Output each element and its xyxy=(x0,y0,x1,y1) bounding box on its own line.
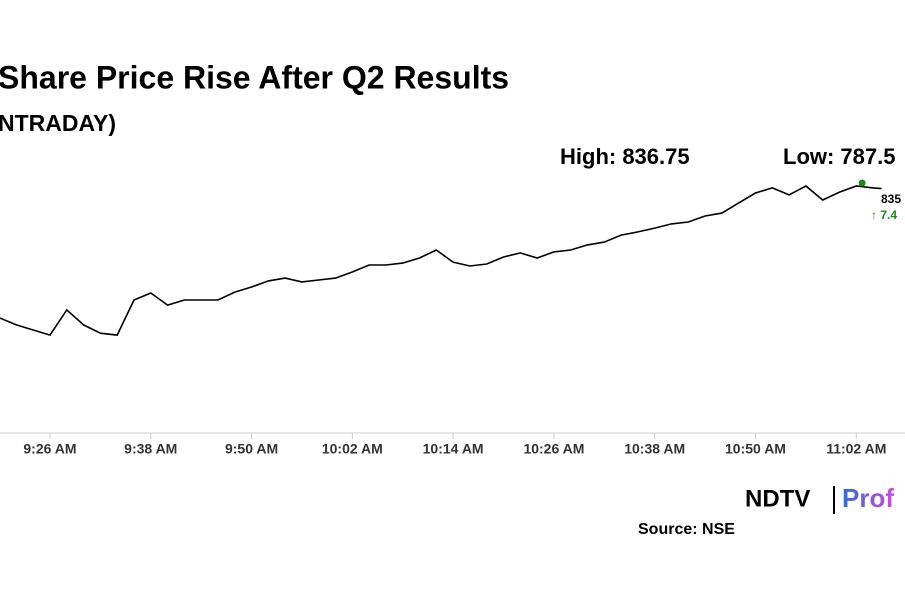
x-tick-label: 10:38 AM xyxy=(624,441,685,457)
high-marker xyxy=(858,179,866,187)
chart-title: Share Price Rise After Q2 Results xyxy=(0,59,509,95)
logo-left: NDTV xyxy=(745,485,810,512)
change-label: ↑ 7.4 xyxy=(871,208,897,222)
logo-right: Prof xyxy=(842,483,894,513)
x-tick-label: 9:50 AM xyxy=(225,441,278,457)
x-tick-label: 11:02 AM xyxy=(826,441,886,457)
price-line xyxy=(0,185,882,337)
x-tick-label: 10:50 AM xyxy=(725,441,786,457)
chart-subtitle: NTRADAY) xyxy=(0,110,116,136)
x-tick-label: 10:26 AM xyxy=(523,441,584,457)
low-label: Low: 787.5 xyxy=(783,144,895,169)
x-tick-label: 9:38 AM xyxy=(124,441,177,457)
high-label: High: 836.75 xyxy=(560,144,690,169)
last-price-label: 835 xyxy=(881,192,901,206)
source: Source: NSE xyxy=(638,521,735,538)
x-tick-label: 10:14 AM xyxy=(423,441,484,457)
x-tick-label: 10:02 AM xyxy=(322,441,383,457)
x-tick-label: 9:26 AM xyxy=(23,441,76,457)
